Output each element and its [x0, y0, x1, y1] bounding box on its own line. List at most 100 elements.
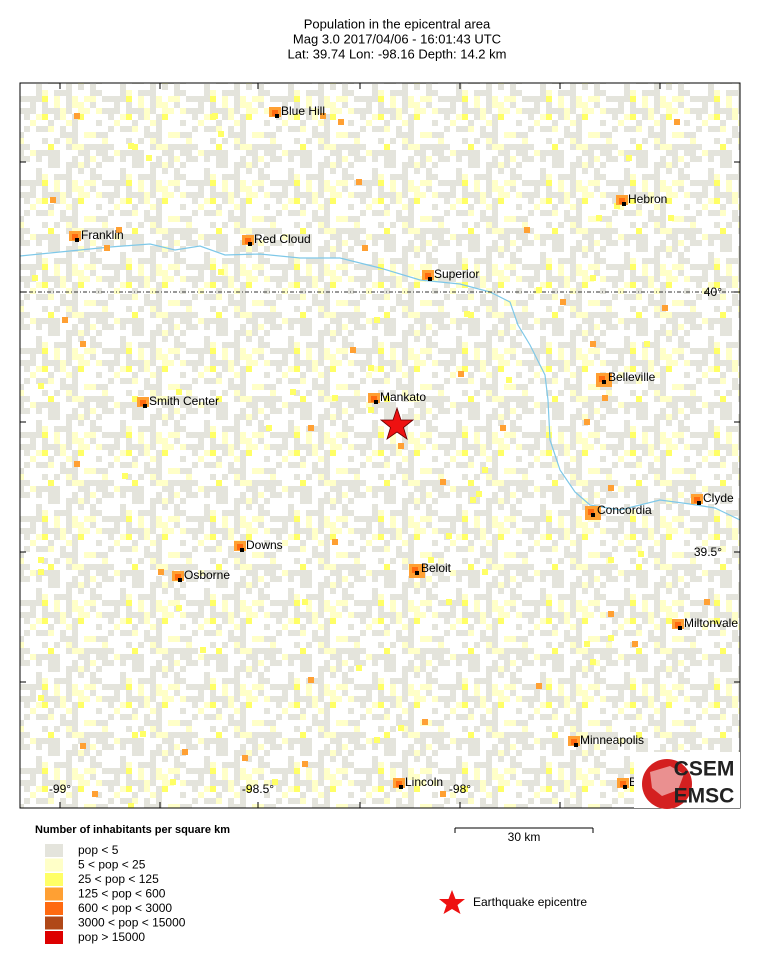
town-core	[599, 376, 605, 382]
settlement-cell	[176, 605, 182, 611]
settlement-cell	[500, 425, 506, 431]
town-label: Osborne	[184, 568, 230, 582]
settlement-cell	[668, 215, 674, 221]
map-frame	[19, 82, 741, 809]
settlement-cell	[308, 677, 314, 683]
town-marker	[374, 400, 378, 404]
settlement-cell	[302, 761, 308, 767]
settlement-cell	[626, 155, 632, 161]
settlement-cell	[482, 467, 488, 473]
settlement-cell	[356, 665, 362, 671]
town-label: Lincoln	[405, 775, 443, 789]
settlement-cell	[74, 113, 80, 119]
settlement-cell	[662, 305, 668, 311]
town-marker	[602, 380, 606, 384]
settlement-cell	[590, 275, 596, 281]
settlement-cell	[38, 557, 44, 563]
town-core	[619, 198, 625, 204]
town-marker	[248, 242, 252, 246]
town-label: Red Cloud	[254, 232, 311, 246]
settlement-cell	[80, 341, 86, 347]
town-core	[371, 396, 377, 402]
town-marker	[574, 743, 578, 747]
settlement-cell	[536, 683, 542, 689]
settlement-cell	[458, 371, 464, 377]
settlement-cell	[122, 473, 128, 479]
settlement-cell	[632, 641, 638, 647]
settlement-cell	[446, 599, 452, 605]
map: Blue Hill Franklin Red Cloud Superior Hebron…	[20, 83, 740, 808]
logo-continent	[650, 766, 684, 796]
town-core	[237, 544, 243, 550]
settlement-cell	[38, 695, 44, 701]
settlement-cell	[374, 737, 380, 743]
lon-label: -99°	[49, 782, 71, 796]
settlement-cell	[368, 407, 374, 413]
settlement-cell	[614, 203, 620, 209]
town-marker	[622, 202, 626, 206]
settlement-cell	[50, 197, 56, 203]
town-marker	[240, 548, 244, 552]
settlement-cell	[350, 347, 356, 353]
settlement-cell	[440, 479, 446, 485]
town-core	[620, 781, 626, 787]
settlement-cell	[62, 317, 68, 323]
legend-label: 25 < pop < 125	[78, 872, 159, 886]
settlement-cell	[506, 377, 512, 383]
settlement-cell	[80, 743, 86, 749]
settlement-cell	[560, 299, 566, 305]
settlement-cell	[476, 491, 482, 497]
legend-label: pop > 15000	[78, 930, 145, 944]
settlement-cell	[674, 119, 680, 125]
title: Population in the epicentral area	[304, 16, 491, 31]
epicentre	[379, 406, 415, 440]
settlement-cell	[128, 803, 134, 808]
legend-swatch	[45, 931, 63, 944]
town-marker	[697, 501, 701, 505]
town-core	[140, 400, 146, 406]
lat-label: 40°	[704, 285, 722, 299]
town-marker	[178, 578, 182, 582]
logo-text: EMSC	[674, 785, 735, 808]
frame-ticks	[20, 83, 740, 808]
settlement-cell	[446, 533, 452, 539]
settlement-cell	[116, 227, 122, 233]
settlement-cell	[374, 317, 380, 323]
settlement-cell	[302, 599, 308, 605]
legend-swatch	[45, 902, 63, 915]
town-marker	[428, 277, 432, 281]
settlement-cell	[266, 425, 272, 431]
settlement-cell	[290, 389, 296, 395]
settlement-cell	[470, 497, 476, 503]
settlement-cell	[212, 113, 218, 119]
settlement-cell	[170, 779, 176, 785]
settlement-cell	[272, 779, 278, 785]
town-marker	[591, 513, 595, 517]
logo-text: CSEM	[674, 758, 735, 781]
subtitle: Lat: 39.74 Lon: -98.16 Depth: 14.2 km	[288, 46, 507, 61]
town-label: Blue Hill	[281, 104, 325, 118]
settlement-cell	[464, 311, 470, 317]
legend-label: 5 < pop < 25	[78, 858, 146, 872]
town-label: Concordia	[597, 503, 652, 517]
settlement-cell	[422, 719, 428, 725]
town-core	[175, 574, 181, 580]
settlement-cell	[182, 749, 188, 755]
legend-swatch	[45, 873, 63, 886]
legend-label: pop < 5	[78, 843, 119, 857]
town-core	[245, 238, 251, 244]
lon-label: -98°	[449, 782, 471, 796]
town-label: Franklin	[81, 228, 124, 242]
settlement-cell	[356, 179, 362, 185]
settlement-cell	[584, 641, 590, 647]
settlement-cell	[428, 557, 434, 563]
town-label: Minneapolis	[580, 733, 644, 747]
settlement-cell	[482, 569, 488, 575]
settlement-cell	[332, 539, 338, 545]
settlement-cell	[398, 443, 404, 449]
settlement-cell	[176, 389, 182, 395]
settlement-cell	[158, 569, 164, 575]
settlement-cell	[440, 791, 446, 797]
settlement-cell	[608, 611, 614, 617]
